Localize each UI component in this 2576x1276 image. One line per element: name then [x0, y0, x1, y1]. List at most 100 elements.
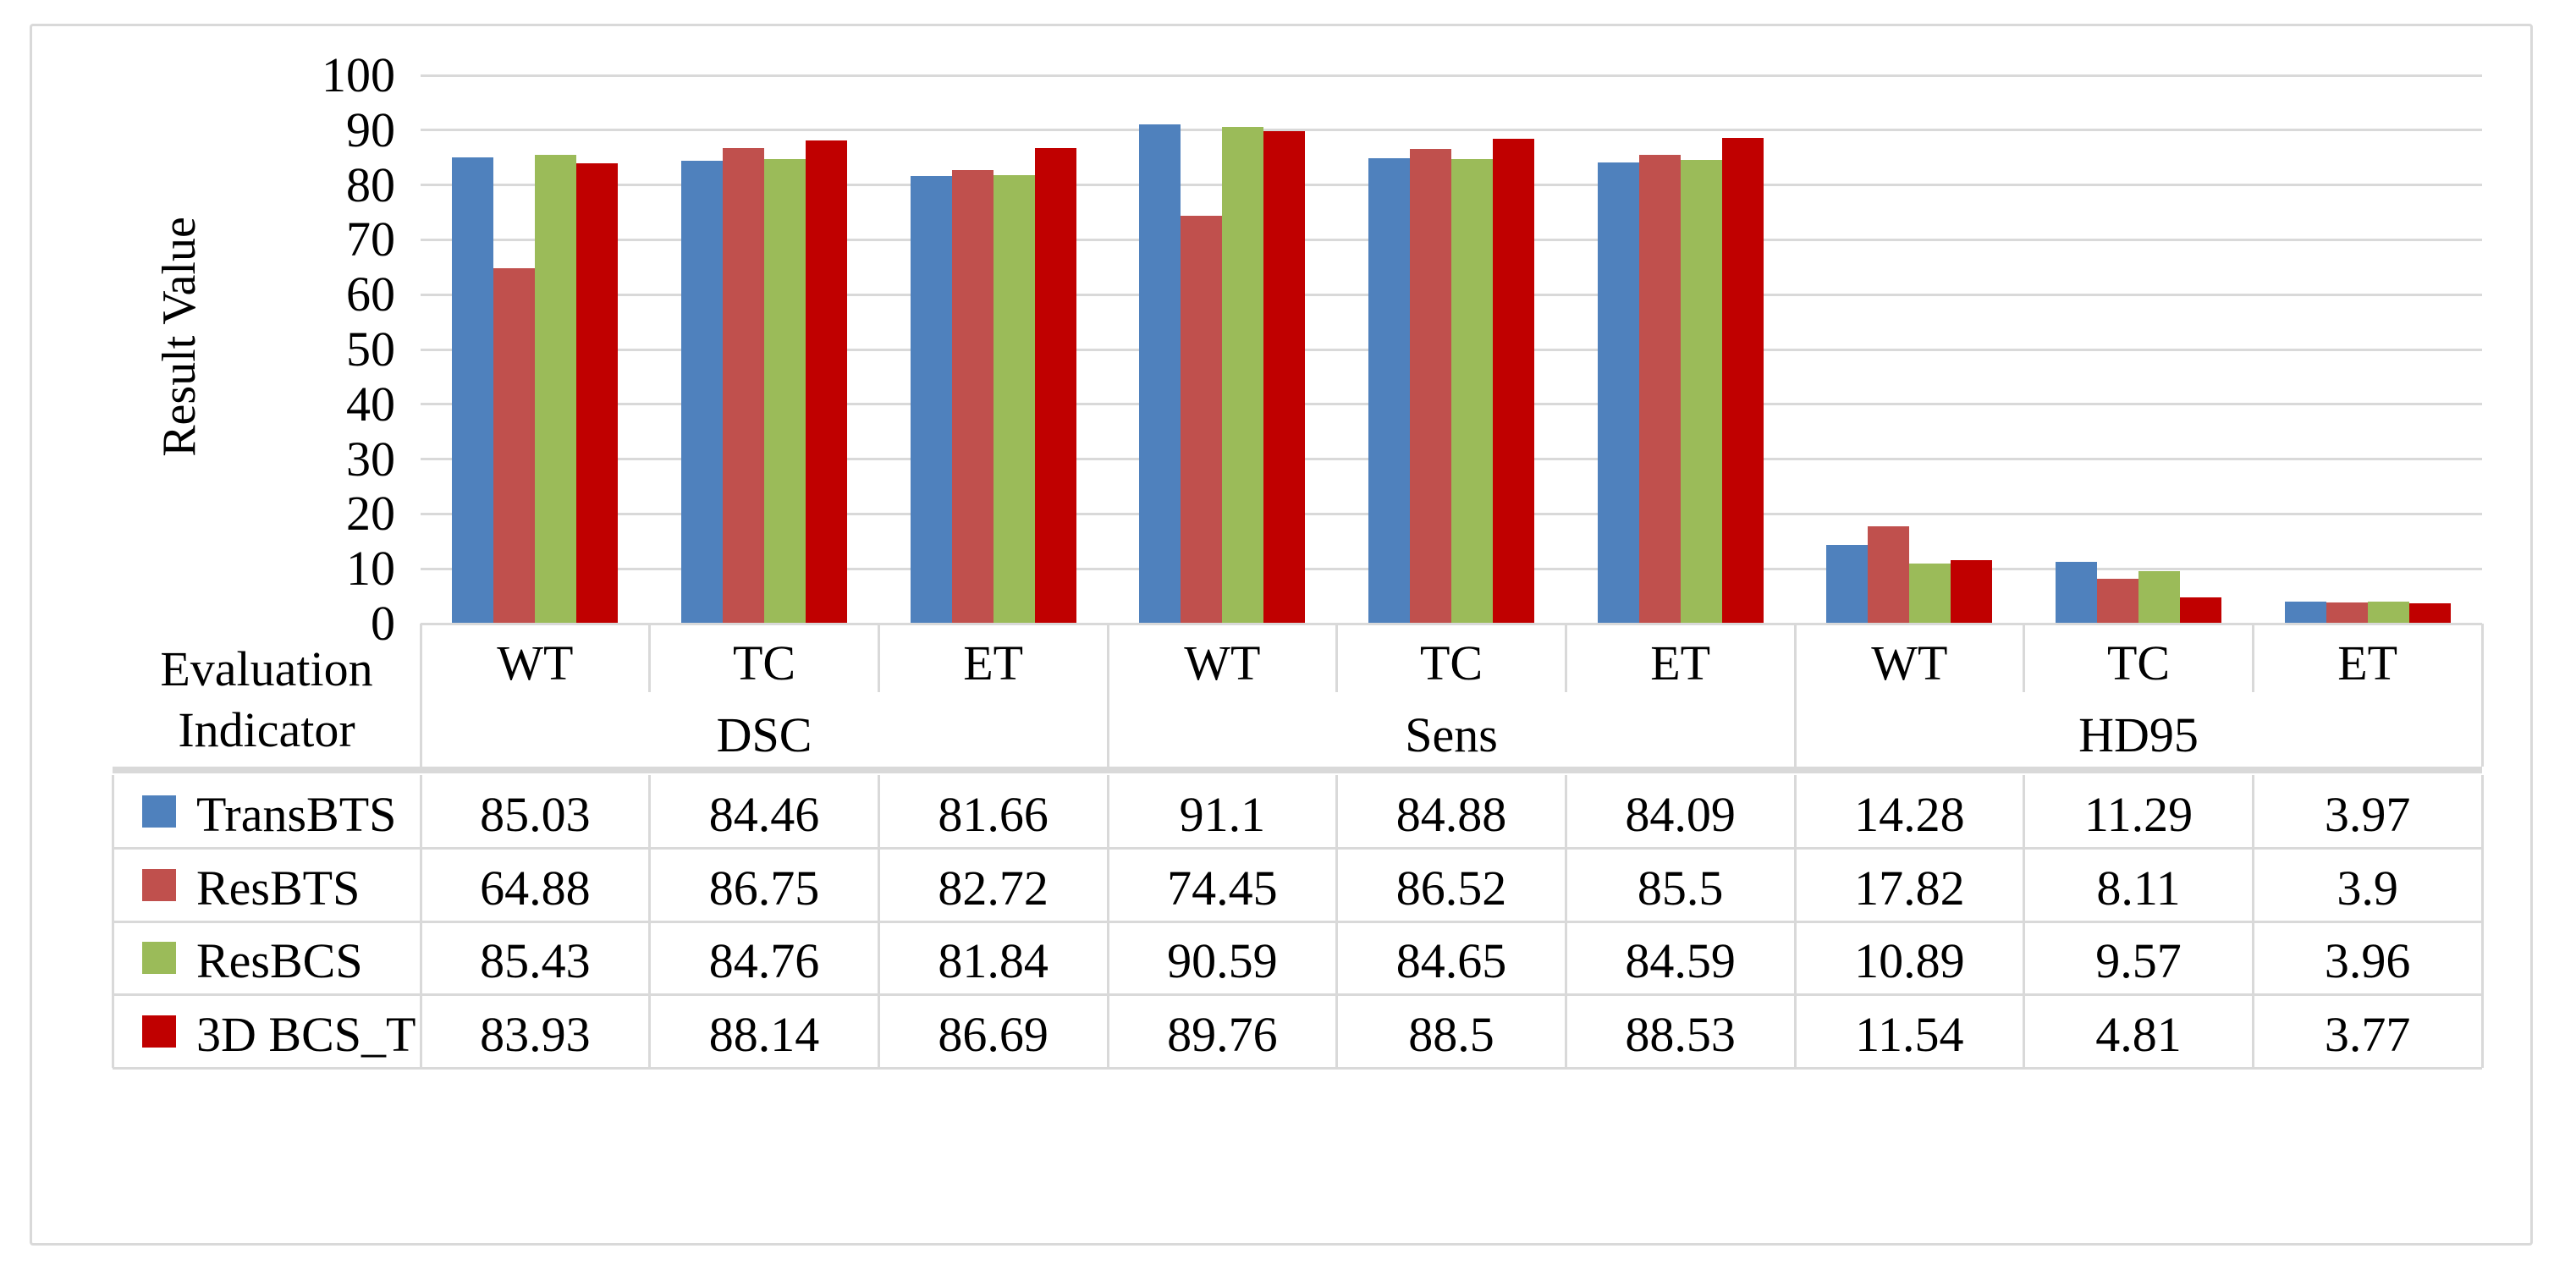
table-subheader-cell: ET	[963, 635, 1024, 690]
table-value-cell: 64.88	[480, 860, 591, 916]
table-value-cell: 88.14	[708, 1006, 820, 1062]
table-subheader-border	[648, 624, 652, 692]
x-axis-label-line1: Evaluation	[160, 641, 373, 696]
bar-resbts	[2326, 602, 2368, 624]
y-axis-tick-label: 30	[346, 431, 395, 487]
table-value-cell: 89.76	[1167, 1006, 1278, 1062]
bar-3d-bcs_t	[576, 163, 619, 624]
bar-resbcs	[1222, 126, 1264, 624]
table-column-border	[2023, 775, 2026, 1068]
bar-3d-bcs_t	[2180, 597, 2221, 624]
table-value-cell: 82.72	[938, 860, 1049, 916]
bar-resbcs	[1909, 564, 1951, 624]
bar-resbts	[1181, 215, 1223, 624]
table-value-cell: 3.97	[2324, 787, 2411, 843]
legend-swatch-transbts	[142, 795, 176, 828]
y-axis-tick-label: 50	[346, 322, 395, 377]
table-row-divider	[113, 847, 2482, 850]
table-subheader-border	[1564, 624, 1567, 692]
table-value-cell: 81.84	[938, 933, 1049, 989]
table-group-border	[419, 624, 422, 767]
table-column-border	[2480, 775, 2484, 1068]
table-value-cell: 84.88	[1395, 787, 1507, 843]
y-axis-title: Result Value	[153, 217, 206, 457]
table-subheader-border	[2251, 624, 2254, 692]
bar-resbts	[2097, 579, 2138, 624]
x-axis-line	[421, 622, 2482, 625]
bar-resbcs	[1680, 159, 1722, 624]
y-axis-tick-label: 0	[371, 596, 395, 651]
table-subheader-cell: TC	[2106, 635, 2171, 690]
table-subheader-border	[877, 624, 880, 692]
table-value-cell: 86.69	[938, 1006, 1049, 1062]
table-value-cell: 84.76	[708, 933, 820, 989]
table-value-cell: 81.66	[938, 787, 1049, 843]
table-group-border	[1106, 624, 1109, 767]
y-axis-tick-label: 100	[322, 47, 395, 102]
y-axis-tick-label: 10	[346, 541, 395, 597]
bar-resbcs	[2367, 602, 2409, 624]
table-column-border	[1106, 775, 1109, 1068]
legend-swatch-resbcs	[142, 942, 176, 975]
table-group-header-cell: Sens	[1405, 707, 1498, 762]
table-value-cell: 83.93	[480, 1006, 591, 1062]
bar-transbts	[452, 157, 494, 624]
table-value-cell: 84.09	[1625, 787, 1736, 843]
table-bottom-border	[113, 1066, 2482, 1070]
bar-transbts	[1139, 124, 1181, 624]
bar-transbts	[681, 160, 723, 624]
table-value-cell: 11.29	[2083, 787, 2193, 843]
bar-resbcs	[1451, 159, 1493, 624]
x-axis-label-line2: Indicator	[178, 702, 355, 757]
series-name: ResBTS	[196, 860, 361, 916]
table-group-header-cell: DSC	[716, 707, 812, 762]
table-value-cell: 84.59	[1625, 933, 1736, 989]
table-value-cell: 84.65	[1395, 933, 1507, 989]
series-name: TransBTS	[196, 787, 397, 843]
table-subheader-cell: WT	[497, 635, 574, 690]
table-value-cell: 85.03	[480, 787, 591, 843]
bar-transbts	[2284, 602, 2326, 624]
bar-transbts	[910, 175, 952, 624]
table-column-border	[419, 775, 422, 1068]
bar-resbcs	[764, 158, 806, 624]
x-axis-label: Evaluation Indicator	[113, 639, 421, 761]
table-value-cell: 91.1	[1179, 787, 1266, 843]
table-row-divider	[113, 920, 2482, 923]
gridline	[421, 129, 2482, 132]
bar-transbts	[1368, 157, 1410, 624]
bar-resbcs	[993, 174, 1035, 624]
bar-resbcs	[2138, 570, 2180, 624]
bar-resbts	[1410, 149, 1451, 624]
bar-resbts	[1638, 154, 1681, 624]
table-value-cell: 11.54	[1855, 1006, 1964, 1062]
bar-resbts	[951, 169, 994, 624]
gridline	[421, 74, 2482, 77]
table-subheader-cell: WT	[1184, 635, 1261, 690]
table-header-separator	[113, 767, 2482, 773]
table-column-border	[648, 775, 652, 1068]
table-subheader-cell: TC	[1419, 635, 1483, 690]
bar-resbcs	[535, 155, 577, 624]
y-axis-tick-label: 20	[346, 486, 395, 542]
table-value-cell: 3.77	[2324, 1006, 2411, 1062]
table-value-cell: 14.28	[1854, 787, 1965, 843]
table-value-cell: 86.52	[1395, 860, 1507, 916]
table-subheader-border	[2023, 624, 2026, 692]
series-name: ResBCS	[196, 933, 363, 989]
table-group-border	[1793, 624, 1797, 767]
table-column-border	[877, 775, 880, 1068]
table-value-cell: 10.89	[1854, 933, 1965, 989]
table-subheader-cell: ET	[1650, 635, 1711, 690]
table-value-cell: 85.5	[1637, 860, 1724, 916]
table-value-cell: 90.59	[1167, 933, 1278, 989]
table-value-cell: 84.46	[708, 787, 820, 843]
series-name: 3D BCS_T	[196, 1006, 416, 1062]
y-axis-tick-label: 60	[346, 267, 395, 322]
table-column-border	[1793, 775, 1797, 1068]
bar-transbts	[1597, 162, 1639, 624]
bar-3d-bcs_t	[1951, 560, 1993, 624]
bar-transbts	[1826, 545, 1869, 624]
table-subheader-cell: ET	[2337, 635, 2398, 690]
